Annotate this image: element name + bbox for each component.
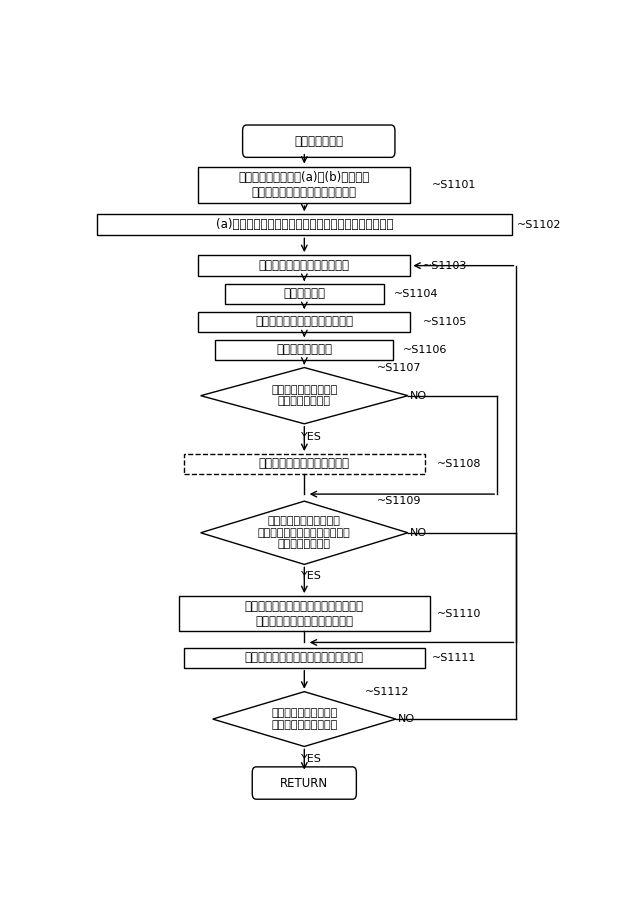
Text: YES: YES bbox=[301, 432, 322, 442]
FancyBboxPatch shape bbox=[243, 125, 395, 157]
Text: 指定幅を設定: 指定幅を設定 bbox=[283, 288, 325, 300]
Text: ~S1106: ~S1106 bbox=[403, 345, 447, 355]
Polygon shape bbox=[201, 501, 408, 564]
Polygon shape bbox=[201, 368, 408, 424]
Text: ~S1109: ~S1109 bbox=[377, 496, 421, 506]
Text: 全ての高確度検出線を
グルーピングしたか？: 全ての高確度検出線を グルーピングしたか？ bbox=[271, 708, 338, 729]
Bar bbox=[184, 454, 425, 474]
Text: ~S1103: ~S1103 bbox=[422, 260, 466, 270]
Bar bbox=[198, 312, 411, 331]
Text: YES: YES bbox=[301, 572, 322, 582]
Text: 中心線抜出画像から(a)，(b)の条件に
合致する検出線を選抜対象とする: 中心線抜出画像から(a)，(b)の条件に 合致する検出線を選抜対象とする bbox=[239, 171, 370, 199]
Text: NO: NO bbox=[398, 714, 415, 724]
FancyBboxPatch shape bbox=[253, 767, 356, 799]
Text: ~S1105: ~S1105 bbox=[422, 317, 466, 327]
Bar bbox=[198, 166, 411, 203]
Bar bbox=[198, 255, 411, 276]
Text: ~S1101: ~S1101 bbox=[432, 180, 476, 190]
Text: 着目する高確度検出線を選抜: 着目する高確度検出線を選抜 bbox=[259, 259, 350, 272]
Bar bbox=[97, 215, 511, 236]
Text: 縦亀裂範囲外の検出線を除外: 縦亀裂範囲外の検出線を除外 bbox=[259, 457, 350, 470]
Text: ~S1104: ~S1104 bbox=[394, 289, 438, 299]
Text: ~S1108: ~S1108 bbox=[437, 459, 481, 469]
Text: ~S1102: ~S1102 bbox=[516, 220, 561, 230]
Text: RETURN: RETURN bbox=[281, 777, 328, 790]
Text: (a)の条件に合致する検出線を高確度検出線として抜出: (a)の条件に合致する検出線を高確度検出線として抜出 bbox=[216, 218, 393, 231]
Bar bbox=[215, 341, 394, 360]
Text: NO: NO bbox=[411, 528, 427, 538]
Text: 着目する高確度検出線の射影範囲内に
完全に包含される検出線を除外: 着目する高確度検出線の射影範囲内に 完全に包含される検出線を除外 bbox=[245, 600, 364, 627]
Text: ノイズ除去処理: ノイズ除去処理 bbox=[294, 135, 343, 148]
Text: YES: YES bbox=[301, 753, 322, 763]
Text: 縦亀裂範囲の範囲外に
検出線があるか？: 縦亀裂範囲の範囲外に 検出線があるか？ bbox=[271, 385, 338, 406]
Text: 縦亀裂範囲を設定: 縦亀裂範囲を設定 bbox=[276, 343, 332, 356]
Bar bbox=[184, 648, 425, 667]
Polygon shape bbox=[213, 692, 396, 747]
Bar bbox=[225, 284, 384, 304]
Text: 縦亀裂範囲内の検出線をグルーピング: 縦亀裂範囲内の検出線をグルーピング bbox=[245, 651, 364, 665]
Bar bbox=[179, 596, 430, 631]
Text: ~S1107: ~S1107 bbox=[377, 362, 421, 373]
Text: ~S1111: ~S1111 bbox=[432, 653, 476, 663]
Text: 指定幅よりも長い検出線を除外: 指定幅よりも長い検出線を除外 bbox=[255, 315, 353, 329]
Text: ~S1110: ~S1110 bbox=[437, 609, 481, 619]
Text: NO: NO bbox=[411, 391, 427, 401]
Text: 着目する高確度検出線の
射影範囲内に完全に包含される
検出線があるか？: 着目する高確度検出線の 射影範囲内に完全に包含される 検出線があるか？ bbox=[258, 516, 351, 550]
Text: ~S1112: ~S1112 bbox=[364, 687, 409, 697]
